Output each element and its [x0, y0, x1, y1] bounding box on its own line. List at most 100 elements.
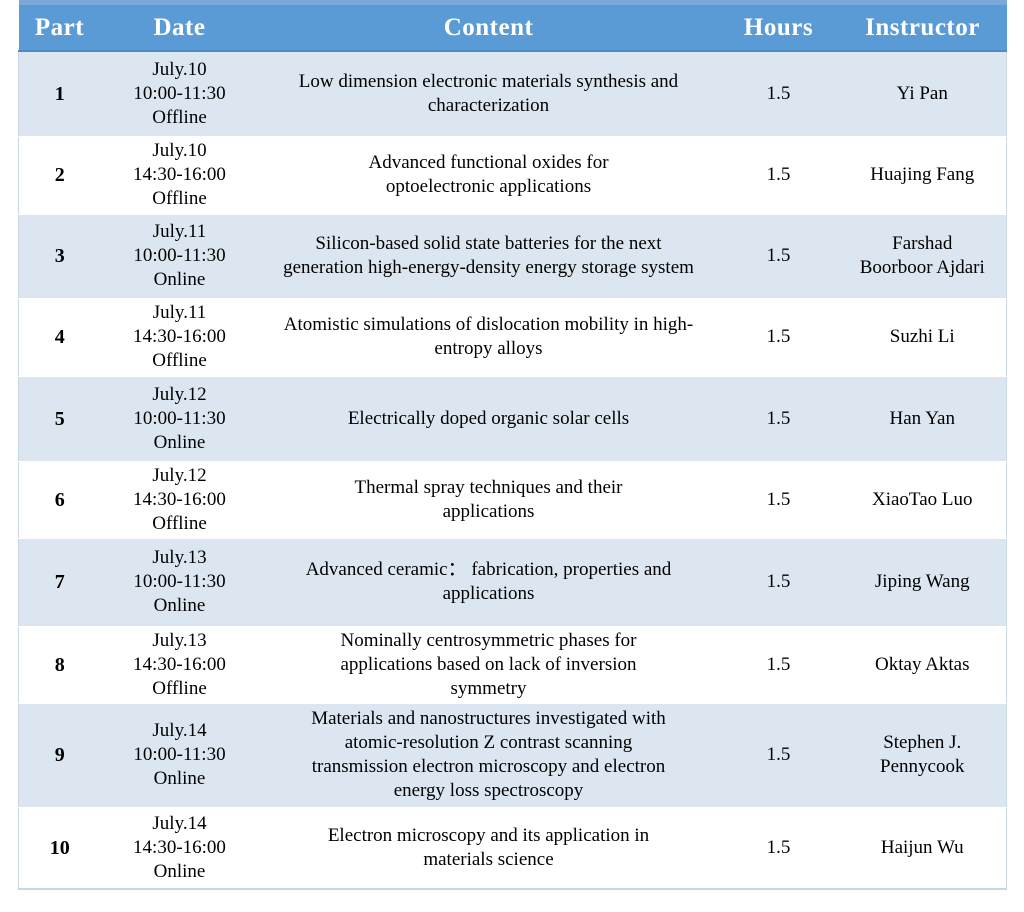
table-header-row: Part Date Content Hours Instructor — [18, 0, 1007, 52]
table-row: 9 July.14 10:00-11:30 Online Materials and n… — [18, 703, 1007, 808]
session-mode: Online — [153, 431, 206, 453]
date-time: 10:00-11:30 — [133, 571, 226, 592]
hours-cell: 1.5 — [718, 703, 839, 808]
content-cell: Electrically doped organic solar cells — [258, 376, 719, 462]
session-mode: Offline — [152, 677, 207, 699]
session-mode: Online — [153, 595, 206, 616]
content-cell: Materials and nanostructures investigate… — [258, 703, 719, 808]
date-time: 14:30-16:00 — [133, 836, 226, 858]
date-time: 10:00-11:30 — [133, 245, 226, 266]
header-cell-content: Content — [258, 0, 719, 52]
part-cell: 1 — [18, 51, 101, 137]
instructor-name: Suzhi Li — [889, 326, 955, 347]
date-cell: July.12 14:30-16:00 Offline — [100, 461, 259, 539]
content-cell: Nominally centrosymmetric phases for app… — [258, 626, 719, 704]
content-cell: Atomistic simulations of dislocation mob… — [258, 298, 719, 377]
header-cell-instructor: Instructor — [838, 0, 1007, 52]
content-cell: Electron microscopy and its application … — [258, 807, 719, 890]
date-cell: July.12 10:00-11:30 Online — [100, 376, 259, 462]
date-cell: July.10 14:30-16:00 Offline — [100, 136, 259, 215]
course-schedule-table: Part Date Content Hours Instructor 1 July… — [18, 0, 1007, 890]
instructor-cell: Farshad Boorboor Ajdari — [838, 214, 1007, 299]
instructor-cell: XiaoTao Luo — [838, 461, 1007, 539]
date-day: July.11 — [152, 302, 207, 323]
date-time: 14:30-16:00 — [133, 653, 226, 675]
date-day: July.13 — [152, 547, 207, 568]
date-day: July.13 — [152, 629, 207, 651]
table-row: 10 July.14 14:30-16:00 Online Electron micro… — [18, 807, 1007, 890]
part-cell: 3 — [18, 214, 101, 299]
lecture-title: Atomistic simulations of dislocation mob… — [283, 314, 694, 359]
table-row: 7 July.13 10:00-11:30 Online Advanced cerami… — [18, 538, 1007, 627]
part-cell: 4 — [18, 298, 101, 377]
instructor-name: Han Yan — [889, 407, 955, 429]
lecture-title: Advanced functional oxides for optoelect… — [368, 152, 609, 197]
instructor-name: Huajing Fang — [870, 164, 975, 185]
table-body: 1 July.10 10:00-11:30 Offline Low dimension … — [18, 51, 1007, 890]
instructor-name: Stephen J. Pennycook — [880, 732, 965, 777]
session-mode: Offline — [152, 106, 207, 128]
instructor-cell: Yi Pan — [838, 51, 1007, 137]
instructor-name: Haijun Wu — [880, 836, 964, 858]
session-mode: Offline — [152, 512, 207, 534]
instructor-name: Farshad Boorboor Ajdari — [859, 233, 985, 278]
part-cell: 2 — [18, 136, 101, 215]
hours-cell: 1.5 — [718, 461, 839, 539]
instructor-name: Oktay Aktas — [875, 653, 970, 675]
lecture-title: Thermal spray techniques and their appli… — [354, 476, 623, 522]
table-row: 3 July.11 10:00-11:30 Online Silicon-based s… — [18, 214, 1007, 299]
session-mode: Online — [153, 269, 206, 290]
date-time: 14:30-16:00 — [133, 488, 226, 510]
table-row: 5 July.12 10:00-11:30 Online Electrically do… — [18, 376, 1007, 462]
date-time: 10:00-11:30 — [133, 744, 226, 765]
table-row: 6 July.12 14:30-16:00 Offline Thermal spray … — [18, 461, 1007, 539]
instructor-cell: Huajing Fang — [838, 136, 1007, 215]
lecture-title: Advanced ceramic： fabrication, propertie… — [305, 559, 672, 604]
lecture-title: Nominally centrosymmetric phases for app… — [340, 629, 637, 699]
table-row: 1 July.10 10:00-11:30 Offline Low dimension … — [18, 51, 1007, 137]
part-cell: 8 — [18, 626, 101, 704]
date-day: July.14 — [152, 720, 207, 741]
content-cell: Advanced functional oxides for optoelect… — [258, 136, 719, 215]
date-day: July.11 — [152, 221, 207, 242]
date-day: July.10 — [152, 58, 207, 80]
header-cell-date: Date — [100, 0, 259, 52]
session-mode: Offline — [152, 350, 207, 371]
hours-cell: 1.5 — [718, 214, 839, 299]
session-mode: Online — [153, 860, 206, 882]
date-cell: July.10 10:00-11:30 Offline — [100, 51, 259, 137]
date-time: 10:00-11:30 — [133, 407, 226, 429]
instructor-name: XiaoTao Luo — [871, 488, 973, 510]
hours-cell: 1.5 — [718, 807, 839, 890]
date-cell: July.11 10:00-11:30 Online — [100, 214, 259, 299]
table-row: 4 July.11 14:30-16:00 Offline Atomistic simu… — [18, 298, 1007, 377]
instructor-cell: Haijun Wu — [838, 807, 1007, 890]
date-day: July.12 — [152, 383, 207, 405]
part-cell: 7 — [18, 538, 101, 627]
instructor-cell: Han Yan — [838, 376, 1007, 462]
date-cell: July.14 10:00-11:30 Online — [100, 703, 259, 808]
instructor-name: Jiping Wang — [874, 571, 970, 592]
content-cell: Thermal spray techniques and their appli… — [258, 461, 719, 539]
table-row: 2 July.10 14:30-16:00 Offline Advanced funct… — [18, 136, 1007, 215]
date-time: 14:30-16:00 — [133, 326, 226, 347]
session-mode: Offline — [152, 188, 207, 209]
date-day: July.12 — [152, 464, 207, 486]
date-cell: July.13 10:00-11:30 Online — [100, 538, 259, 627]
content-cell: Silicon-based solid state batteries for … — [258, 214, 719, 299]
hours-cell: 1.5 — [718, 376, 839, 462]
date-cell: July.11 14:30-16:00 Offline — [100, 298, 259, 377]
instructor-cell: Stephen J. Pennycook — [838, 703, 1007, 808]
date-time: 10:00-11:30 — [133, 82, 226, 104]
content-cell: Advanced ceramic： fabrication, propertie… — [258, 538, 719, 627]
part-cell: 6 — [18, 461, 101, 539]
header-cell-part: Part — [18, 0, 101, 52]
lecture-title: Low dimension electronic materials synth… — [298, 70, 679, 116]
part-cell: 5 — [18, 376, 101, 462]
lecture-title: Electron microscopy and its application … — [327, 824, 650, 870]
date-day: July.10 — [152, 140, 207, 161]
hours-cell: 1.5 — [718, 538, 839, 627]
date-cell: July.14 14:30-16:00 Online — [100, 807, 259, 890]
lecture-title: Silicon-based solid state batteries for … — [283, 233, 694, 278]
